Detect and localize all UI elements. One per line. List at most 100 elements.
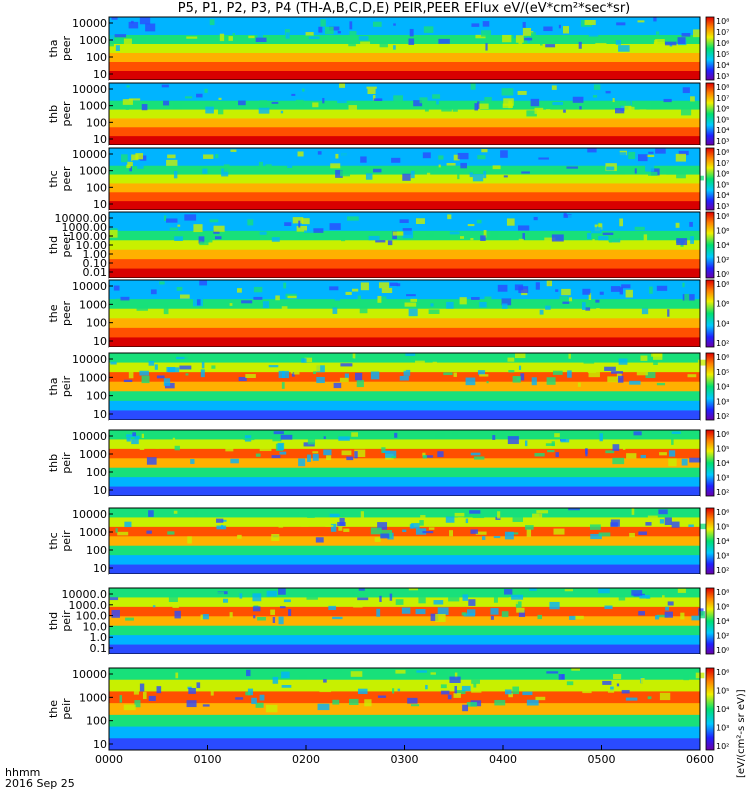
spectrogram-texture — [619, 287, 624, 295]
spectrogram-texture — [621, 105, 632, 113]
spectrogram-texture — [504, 531, 514, 540]
spectrogram-texture — [203, 154, 214, 159]
spectrogram-texture — [465, 377, 476, 386]
spectrogram-texture — [583, 215, 593, 223]
spectrogram-texture — [425, 167, 436, 172]
spectrogram-texture — [552, 442, 563, 446]
spectrogram-band — [109, 564, 700, 575]
spectrogram-texture — [340, 363, 353, 367]
spectrogram-texture — [135, 153, 144, 160]
spectrogram-texture — [422, 152, 431, 159]
spectrogram-texture — [612, 98, 615, 103]
spectrogram-band — [109, 545, 700, 556]
spectrogram-band — [109, 165, 700, 176]
spectrogram-texture — [453, 154, 460, 161]
spectrogram-texture — [466, 510, 471, 515]
colorbar-tick-label: 10³ — [716, 72, 729, 81]
spectrogram-texture — [538, 157, 549, 160]
spectrogram-texture — [391, 456, 396, 459]
spectrogram-texture — [304, 357, 313, 363]
spectrogram-texture — [354, 372, 363, 381]
spectrogram-texture — [553, 528, 565, 535]
spectrogram-texture — [649, 286, 653, 294]
spectrogram-texture — [504, 589, 513, 595]
colorbar-tick-label: 10⁶ — [716, 300, 729, 309]
spectrogram-texture — [497, 284, 508, 292]
spectrogram-texture — [415, 360, 425, 365]
spectrogram-texture — [330, 523, 337, 532]
spectrogram-texture — [530, 98, 540, 107]
spectrogram-texture — [268, 365, 279, 368]
y-tick-label: 100 — [86, 390, 107, 403]
spectrogram-texture — [430, 672, 436, 675]
spectrogram-texture — [345, 291, 352, 295]
spectrogram-band — [109, 467, 700, 478]
spectrogram-texture — [656, 382, 666, 386]
spectrogram-texture — [441, 105, 452, 112]
spectrogram-texture — [239, 593, 243, 599]
colorbar-tick-label: 10² — [716, 412, 729, 421]
spectrogram-texture — [348, 42, 356, 47]
spectrogram-texture — [631, 590, 643, 596]
spectrogram-texture — [436, 669, 448, 675]
colorbar-tick-label: 10⁵ — [716, 368, 729, 377]
spectrogram-texture — [416, 670, 427, 673]
spectrogram-texture — [202, 94, 212, 99]
spectrogram-texture — [257, 33, 263, 38]
spectrogram-texture — [141, 375, 150, 384]
spectrogram-texture — [568, 508, 580, 511]
spectrogram-texture — [186, 36, 198, 39]
spectrogram-texture — [413, 96, 419, 100]
spectrogram-texture — [625, 24, 635, 30]
spectrogram-texture — [393, 23, 396, 26]
spectrogram-texture — [456, 689, 466, 695]
spectrogram-texture — [522, 691, 533, 696]
spectrogram-texture — [598, 588, 610, 594]
spectrogram-texture — [320, 19, 326, 27]
panel-separator — [109, 347, 700, 351]
spectrogram-texture — [452, 432, 459, 437]
spectrogram-texture — [507, 357, 515, 362]
y-tick-label: 1.0 — [90, 631, 108, 644]
spectrogram-texture — [329, 286, 339, 291]
colorbar-tick-label: 10⁵ — [716, 523, 729, 532]
spectrogram-texture — [592, 239, 595, 246]
spectrogram-texture — [664, 41, 677, 46]
colorbar-tick-label: 10⁵ — [716, 180, 729, 189]
spectrogram-texture — [397, 688, 401, 692]
spectrogram-texture — [281, 382, 285, 389]
colorbar-tick-label: 10³ — [716, 724, 729, 733]
spectrogram-texture — [688, 524, 694, 528]
spectrogram-texture — [493, 594, 498, 603]
colorbar-tick-label: 10⁷ — [716, 94, 729, 103]
spectrogram-texture — [270, 609, 276, 615]
spectrogram-texture — [262, 301, 270, 309]
spectrogram-texture — [671, 521, 680, 528]
spectrogram-texture — [280, 434, 293, 440]
spectrogram-texture — [653, 42, 665, 50]
spectrogram-texture — [126, 85, 130, 88]
spectrogram-texture — [163, 100, 170, 106]
spectrogram-texture — [338, 436, 350, 441]
spectrogram-band — [109, 212, 700, 222]
spectrogram-texture — [259, 100, 267, 108]
spectrogram-texture — [545, 44, 556, 48]
spectrogram-texture — [437, 214, 449, 219]
spectrogram-texture — [352, 353, 356, 359]
spectrogram-texture — [399, 219, 409, 223]
spectrogram-texture — [252, 606, 261, 612]
spectrogram-texture — [588, 33, 599, 37]
spectrogram-texture — [588, 369, 600, 378]
spectrogram-texture — [487, 235, 498, 239]
colorbar-tick-label: 10⁴ — [716, 241, 729, 250]
spectrogram-texture — [120, 296, 130, 301]
spectrogram-texture — [339, 517, 345, 526]
spectrogram-texture — [132, 432, 137, 437]
spectrogram-texture — [476, 219, 482, 224]
spectrogram-texture — [563, 109, 566, 113]
spectrogram-texture — [357, 597, 369, 601]
spectrogram-texture — [410, 298, 418, 302]
spectrogram-texture — [584, 19, 596, 25]
colorbar-tick-label: 10² — [716, 488, 729, 497]
